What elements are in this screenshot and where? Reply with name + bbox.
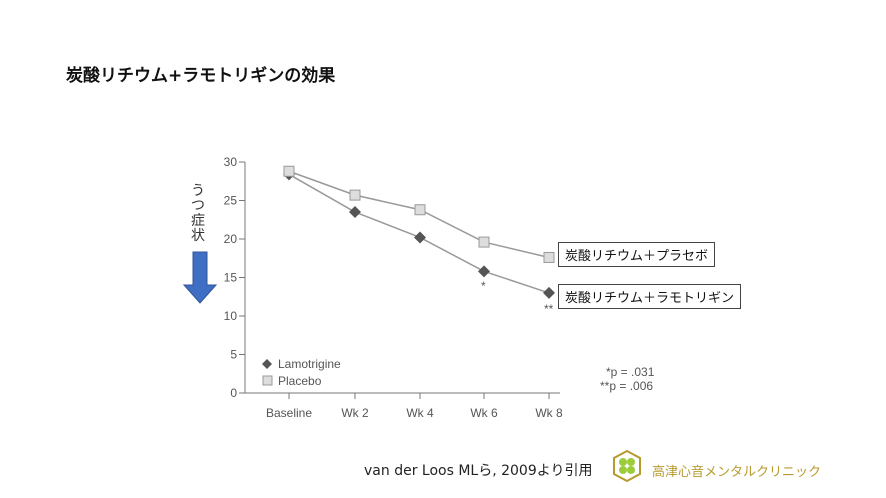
y-tick-label: 5 [230,348,237,362]
y-tick-label: 10 [224,309,238,323]
down-arrow-icon [182,251,218,304]
placebo-point [543,251,555,263]
lamotrigine-point [478,265,490,278]
legend-lamotrigine-marker [262,359,272,369]
page-title: 炭酸リチウム+ラモトリギンの効果 [66,66,336,86]
x-tick-label: Baseline [266,406,312,420]
placebo-point [283,165,295,177]
placebo-label-box: 炭酸リチウム＋プラセボ [558,242,716,267]
x-tick-label: Wk 4 [406,406,434,420]
placebo-point [349,189,361,201]
p-value-2: **p = .006 [600,379,654,393]
y-tick-label: 0 [230,386,237,400]
y-tick-label: 25 [224,194,238,208]
wk6-significance: * [481,279,486,293]
lamotrigine-point [349,206,361,219]
legend-placebo-label: Placebo [278,374,322,388]
lamotrigine-point [543,286,555,299]
lamotrigine-label-box: 炭酸リチウム＋ラモトリギン [558,284,742,309]
x-tick-label: Wk 6 [470,406,498,420]
x-tick-label: Wk 8 [535,406,563,420]
y-axis-label: うつ症状 [191,183,205,244]
citation: van der Loos MLら, 2009より引用 [364,463,593,479]
y-tick-label: 30 [224,155,238,169]
placebo-point [414,204,426,216]
x-tick-label: Wk 2 [341,406,369,420]
lamotrigine-point [414,231,426,244]
clinic-name: 高津心音メンタルクリニック [652,465,822,480]
legend-placebo-marker [262,375,273,386]
wk8-significance: ** [544,302,554,316]
y-tick-label: 20 [224,232,238,246]
y-tick-label: 15 [224,271,238,285]
p-value-1: *p = .031 [606,365,655,379]
placebo-point [478,236,490,248]
legend-lamotrigine-label: Lamotrigine [278,357,341,371]
